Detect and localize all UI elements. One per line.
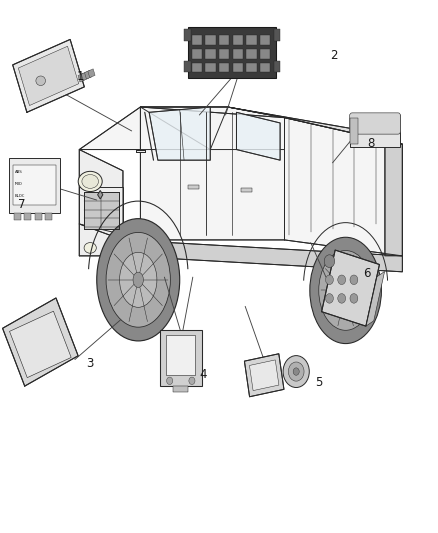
Bar xyxy=(160,330,201,386)
Ellipse shape xyxy=(319,251,372,330)
Bar xyxy=(13,165,56,205)
Polygon shape xyxy=(79,107,228,150)
Polygon shape xyxy=(141,107,285,240)
Polygon shape xyxy=(10,311,71,378)
Circle shape xyxy=(166,377,173,384)
Bar xyxy=(241,188,252,192)
Bar xyxy=(260,49,270,59)
Bar xyxy=(188,185,199,189)
Bar xyxy=(350,118,358,144)
Ellipse shape xyxy=(310,237,381,344)
Text: 2: 2 xyxy=(330,49,338,62)
Circle shape xyxy=(338,275,346,285)
Bar xyxy=(233,35,243,45)
Polygon shape xyxy=(13,39,85,112)
Text: 1: 1 xyxy=(77,70,85,83)
Polygon shape xyxy=(285,118,403,256)
Ellipse shape xyxy=(106,232,170,327)
Bar xyxy=(184,29,191,41)
Polygon shape xyxy=(136,150,145,152)
Bar xyxy=(10,158,60,213)
Ellipse shape xyxy=(36,76,46,85)
Bar xyxy=(246,63,257,72)
Text: 8: 8 xyxy=(367,136,375,150)
Polygon shape xyxy=(237,112,280,160)
Circle shape xyxy=(293,368,299,375)
Bar xyxy=(246,49,257,59)
Circle shape xyxy=(350,294,358,303)
Circle shape xyxy=(325,275,333,285)
Bar xyxy=(205,63,216,72)
Circle shape xyxy=(350,275,358,285)
Polygon shape xyxy=(98,190,103,199)
Bar xyxy=(219,35,230,45)
Bar xyxy=(24,213,31,220)
Bar xyxy=(78,73,85,82)
Circle shape xyxy=(283,356,309,387)
Bar xyxy=(274,61,280,72)
Polygon shape xyxy=(244,354,284,397)
Bar xyxy=(219,49,230,59)
Text: 5: 5 xyxy=(315,376,322,389)
Text: BLDC: BLDC xyxy=(14,194,25,198)
Bar xyxy=(205,49,216,59)
Circle shape xyxy=(325,294,333,303)
Polygon shape xyxy=(123,240,403,272)
Text: 3: 3 xyxy=(86,357,93,370)
Bar xyxy=(173,385,188,392)
Text: 4: 4 xyxy=(199,368,207,381)
Bar xyxy=(35,213,42,220)
Bar xyxy=(45,213,52,220)
Polygon shape xyxy=(84,192,119,229)
Bar xyxy=(205,35,216,45)
Polygon shape xyxy=(149,107,210,160)
Bar xyxy=(14,213,21,220)
Text: 7: 7 xyxy=(18,198,26,211)
Circle shape xyxy=(324,255,335,268)
Polygon shape xyxy=(141,107,285,150)
Bar xyxy=(233,63,243,72)
Bar xyxy=(188,27,276,78)
Ellipse shape xyxy=(120,252,157,308)
Ellipse shape xyxy=(133,272,143,287)
Bar xyxy=(260,35,270,45)
Bar xyxy=(350,115,400,147)
Polygon shape xyxy=(321,250,379,326)
Polygon shape xyxy=(79,224,123,256)
Circle shape xyxy=(288,362,304,381)
Circle shape xyxy=(338,294,346,303)
Text: 6: 6 xyxy=(363,267,371,280)
Polygon shape xyxy=(250,360,279,391)
Ellipse shape xyxy=(341,284,350,297)
Bar xyxy=(246,35,257,45)
Ellipse shape xyxy=(97,219,180,341)
FancyBboxPatch shape xyxy=(350,113,401,134)
Bar xyxy=(184,61,191,72)
Bar xyxy=(274,29,280,41)
Bar xyxy=(81,72,88,80)
Circle shape xyxy=(189,377,195,384)
Bar xyxy=(85,70,92,79)
Bar xyxy=(260,63,270,72)
Polygon shape xyxy=(18,46,79,106)
Ellipse shape xyxy=(84,243,96,253)
Polygon shape xyxy=(79,150,123,235)
Ellipse shape xyxy=(78,171,102,191)
Bar xyxy=(88,69,95,78)
Bar xyxy=(219,63,230,72)
Bar xyxy=(192,49,202,59)
Polygon shape xyxy=(3,298,78,386)
Text: ABS: ABS xyxy=(14,171,22,174)
Polygon shape xyxy=(79,187,123,240)
Polygon shape xyxy=(366,271,385,326)
Polygon shape xyxy=(385,139,403,256)
Text: MOD: MOD xyxy=(14,182,22,186)
Bar xyxy=(192,35,202,45)
Bar xyxy=(192,63,202,72)
Bar xyxy=(166,335,195,375)
Ellipse shape xyxy=(82,174,99,188)
Polygon shape xyxy=(228,107,403,144)
Ellipse shape xyxy=(330,268,361,313)
Bar xyxy=(233,49,243,59)
